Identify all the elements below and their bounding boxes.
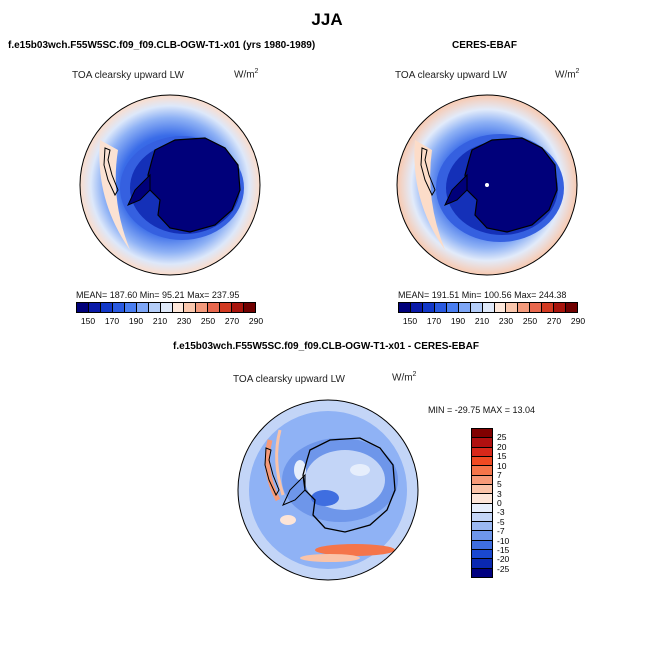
diff-colorbar-cell <box>472 540 492 551</box>
model-colorbar-cell <box>124 303 137 312</box>
model-colorbar-tick-label: 290 <box>248 316 264 326</box>
diff-colorbar-tick-label: -3 <box>497 507 505 518</box>
diff-colorbar-tick-label: 3 <box>497 488 502 499</box>
obs-colorbar-tick-label: 230 <box>498 316 514 326</box>
diff-colorbar-tick-label: -15 <box>497 544 510 555</box>
diff-colorbar-cell <box>472 447 492 457</box>
diff-colorbar-ticks: 25 20 15 10 7 5 3 0 -3 -5 -7 -10 -15 -20 -25 <box>497 428 527 578</box>
diff-colorbar-tick-label: -7 <box>497 526 505 537</box>
diff-colorbar-tick-label: 0 <box>497 498 502 508</box>
diff-units-label: W/m2 <box>392 371 417 384</box>
obs-colorbar-cell <box>434 303 447 312</box>
obs-colorbar-tick-label: 270 <box>546 316 562 326</box>
diff-colorbar-cell <box>472 494 492 504</box>
obs-colorbar-cell <box>482 303 495 312</box>
diff-colorbar-cell <box>472 466 492 476</box>
obs-colorbar-cell <box>554 303 567 312</box>
diff-colorbar-tick-label: -20 <box>497 554 510 565</box>
model-colorbar-cell <box>172 303 185 312</box>
diff-colorbar-cell <box>472 429 492 439</box>
diff-colorbar <box>471 428 493 578</box>
obs-stats: MEAN= 191.51 Min= 100.56 Max= 244.38 <box>398 290 567 300</box>
model-colorbar-cell <box>220 303 233 312</box>
obs-colorbar-cell <box>446 303 459 312</box>
diff-colorbar-cell <box>472 522 492 532</box>
diff-colorbar-tick-label: -25 <box>497 563 510 574</box>
obs-case-title: CERES-EBAF <box>452 40 518 51</box>
model-colorbar-cell <box>232 303 245 312</box>
obs-units-label: W/m2 <box>555 68 580 81</box>
diff-colorbar-cell <box>472 438 492 448</box>
obs-colorbar-cell <box>410 303 423 312</box>
obs-colorbar-tick-label: 150 <box>402 316 418 326</box>
diff-colorbar-cell <box>472 456 492 467</box>
obs-colorbar-cell <box>399 303 411 312</box>
diff-stats: MIN = -29.75 MAX = 13.04 <box>428 405 536 415</box>
model-colorbar-tick-label: 150 <box>80 316 96 326</box>
obs-variable-label: TOA clearsky upward LW <box>395 70 507 81</box>
obs-colorbar-ticks: 150 170 190 210 230 250 270 290 <box>398 316 585 328</box>
diff-colorbar-tick-label: -10 <box>497 535 510 546</box>
model-colorbar-cell <box>196 303 209 312</box>
obs-colorbar-cell <box>506 303 519 312</box>
obs-colorbar-tick-label: 190 <box>450 316 466 326</box>
diff-variable-label: TOA clearsky upward LW <box>233 374 345 385</box>
diff-colorbar-tick-label: 7 <box>497 469 502 480</box>
model-colorbar-tick-label: 210 <box>152 316 168 326</box>
model-units-label: W/m2 <box>234 68 259 81</box>
diff-colorbar-tick-label: -5 <box>497 516 505 527</box>
model-colorbar-cell <box>88 303 101 312</box>
model-colorbar-cell <box>136 303 149 312</box>
model-colorbar-tick-label: 230 <box>176 316 192 326</box>
model-colorbar-tick-label: 170 <box>104 316 120 326</box>
model-colorbar-cell <box>148 303 161 312</box>
diff-colorbar-cell <box>472 568 492 577</box>
model-colorbar <box>76 302 256 313</box>
model-colorbar-cell <box>184 303 197 312</box>
main-title: JJA <box>311 10 343 29</box>
obs-colorbar-tick-label: 290 <box>570 316 586 326</box>
diff-colorbar-cell <box>472 484 492 495</box>
obs-colorbar-tick-label: 250 <box>522 316 538 326</box>
model-colorbar-cell <box>160 303 173 312</box>
diff-colorbar-cell <box>472 503 492 513</box>
model-colorbar-tick-label: 190 <box>128 316 144 326</box>
diff-colorbar-tick-label: 20 <box>497 441 507 452</box>
obs-colorbar-tick-label: 170 <box>426 316 442 326</box>
diff-colorbar-cell <box>472 550 492 560</box>
model-colorbar-cell <box>208 303 221 312</box>
obs-colorbar <box>398 302 578 313</box>
model-colorbar-cell <box>77 303 89 312</box>
diff-colorbar-tick-label: 5 <box>497 479 502 490</box>
diff-colorbar-tick-label: 10 <box>497 460 507 471</box>
model-case-title: f.e15b03wch.F55W5SC.f09_f09.CLB-OGW-T1-x… <box>8 40 316 51</box>
diff-colorbar-cell <box>472 559 492 569</box>
model-colorbar-ticks: 150 170 190 210 230 250 270 290 <box>76 316 263 328</box>
diff-colorbar-tick-label: 15 <box>497 451 507 462</box>
model-colorbar-tick-label: 270 <box>224 316 240 326</box>
diff-case-title: f.e15b03wch.F55W5SC.f09_f09.CLB-OGW-T1-x… <box>173 341 479 352</box>
model-colorbar-cell <box>244 303 256 312</box>
obs-colorbar-cell <box>530 303 543 312</box>
obs-colorbar-cell <box>566 303 578 312</box>
model-stats: MEAN= 187.60 Min= 95.21 Max= 237.95 <box>76 290 240 300</box>
diff-colorbar-cell <box>472 531 492 541</box>
obs-colorbar-cell <box>458 303 471 312</box>
obs-colorbar-cell <box>518 303 531 312</box>
model-colorbar-cell <box>100 303 113 312</box>
obs-colorbar-cell <box>494 303 507 312</box>
diff-colorbar-cell <box>472 512 492 523</box>
obs-colorbar-cell <box>422 303 435 312</box>
model-colorbar-tick-label: 250 <box>200 316 216 326</box>
model-variable-label: TOA clearsky upward LW <box>72 70 184 81</box>
diff-colorbar-cell <box>472 475 492 485</box>
model-colorbar-cell <box>112 303 125 312</box>
obs-colorbar-cell <box>470 303 483 312</box>
obs-colorbar-tick-label: 210 <box>474 316 490 326</box>
diff-colorbar-tick-label: 25 <box>497 432 507 443</box>
obs-colorbar-cell <box>542 303 555 312</box>
